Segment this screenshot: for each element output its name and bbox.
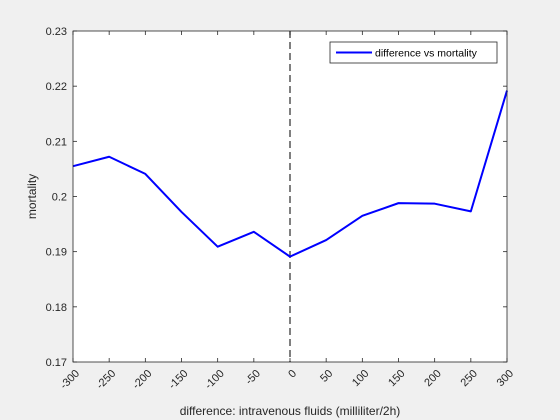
y-axis-title: mortality [25, 174, 39, 219]
x-tick-label: -250 [94, 368, 118, 392]
y-tick-label: 0.19 [46, 247, 67, 259]
legend-box [329, 41, 498, 64]
x-axis-title: difference: intravenous fluids (millilit… [180, 404, 401, 418]
x-tick-label: -50 [243, 368, 263, 388]
y-tick-label: 0.2 [52, 192, 67, 204]
x-tick-label: 300 [495, 368, 516, 389]
y-tick-label: 0.23 [46, 26, 67, 38]
x-tick-label: 200 [422, 368, 443, 389]
x-tick-label: 0 [286, 368, 299, 381]
y-tick-label: 0.22 [46, 81, 67, 93]
y-axis-ticks: 0.17 0.18 0.19 0.2 0.21 0.22 0.23 [46, 26, 507, 369]
x-tick-label: -100 [203, 368, 227, 392]
legend-label: difference vs mortality [375, 48, 478, 60]
x-tick-label: 250 [458, 368, 479, 389]
x-tick-label: 50 [318, 368, 335, 385]
x-tick-label: -150 [167, 368, 191, 392]
x-tick-label: 150 [386, 368, 407, 389]
x-tick-label: -300 [58, 368, 82, 392]
x-tick-label: -200 [130, 368, 154, 392]
y-tick-label: 0.17 [46, 357, 67, 369]
y-tick-label: 0.21 [46, 136, 67, 148]
y-tick-label: 0.18 [46, 302, 67, 314]
x-tick-label: 100 [350, 368, 371, 389]
legend: difference vs mortality [329, 41, 498, 64]
